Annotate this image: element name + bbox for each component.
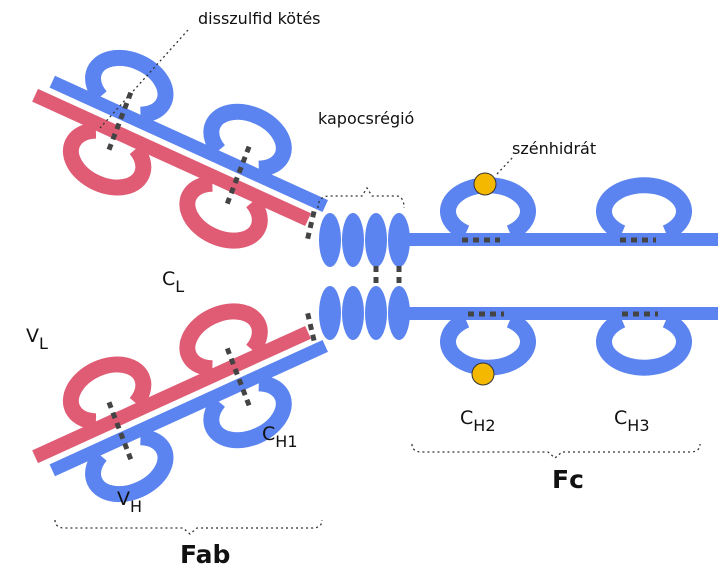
lower-arm — [13, 279, 348, 523]
sub: L — [175, 277, 184, 296]
fc-label: Fc — [552, 465, 584, 494]
main: C — [262, 423, 275, 445]
fab-label: Fab — [180, 540, 230, 569]
disulfide-label: disszulfid kötés — [198, 9, 321, 28]
hinge-label: kapocsrégió — [318, 109, 414, 128]
fc-region — [405, 173, 718, 385]
sub: H3 — [627, 416, 649, 435]
sub: H2 — [473, 416, 495, 435]
main: C — [162, 268, 175, 290]
main: C — [614, 407, 627, 429]
upper-arm — [13, 29, 348, 273]
ch2-label: CH2 — [460, 407, 496, 435]
hinge — [319, 213, 410, 340]
main: C — [460, 407, 473, 429]
main: V — [26, 325, 39, 347]
antibody-diagram: disszulfid kötés kapocsrégió szénhidrát … — [0, 0, 722, 569]
sub: H1 — [275, 432, 297, 451]
sub: H — [130, 497, 142, 516]
vl-label: VL — [26, 325, 48, 353]
sub: L — [39, 334, 48, 353]
main: V — [117, 488, 130, 510]
ch3-label: CH3 — [614, 407, 650, 435]
carbohydrate-label: szénhidrát — [512, 139, 596, 158]
cl-label: CL — [162, 268, 184, 296]
